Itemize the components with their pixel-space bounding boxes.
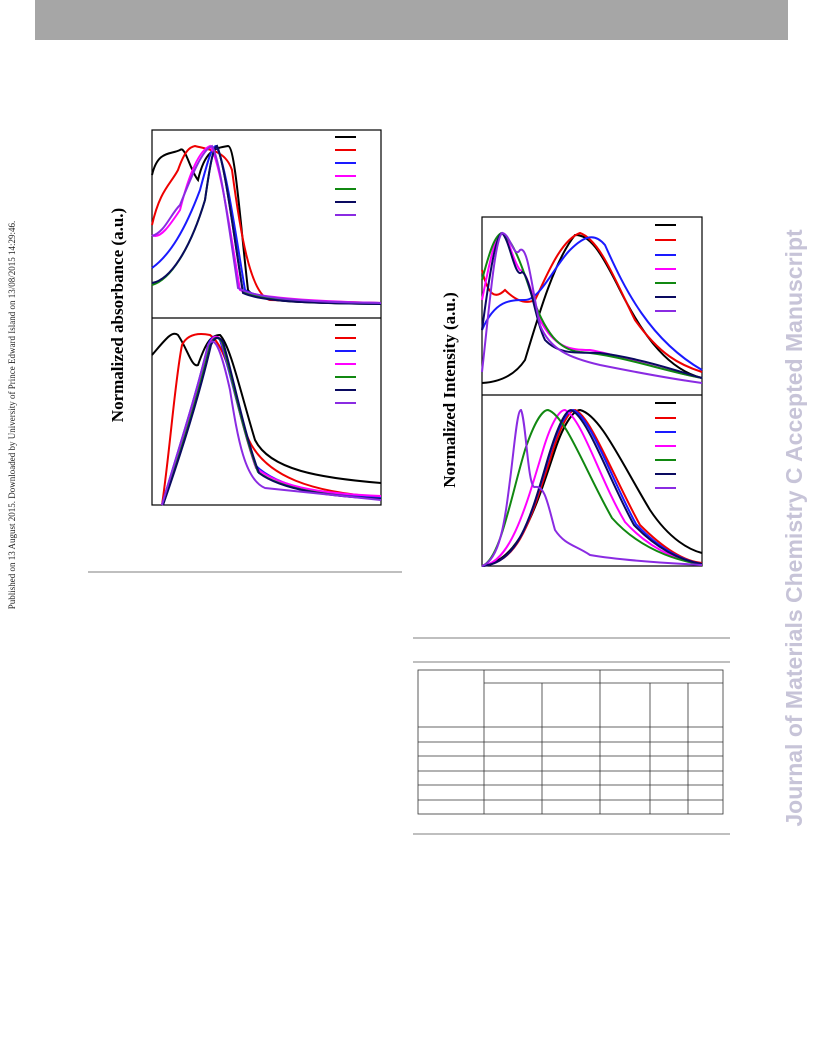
figure-absorbance: Normalized absorbance (a.u.) xyxy=(108,129,382,506)
y-label: Normalized Intensity (a.u.) xyxy=(440,292,459,487)
header-bar xyxy=(35,0,788,40)
side-note: Published on 13 August 2015. Downloaded … xyxy=(7,221,17,609)
y-label: Normalized absorbance (a.u.) xyxy=(108,208,127,422)
table xyxy=(417,669,724,815)
watermark: Journal of Materials Chemistry C Accepte… xyxy=(781,229,807,827)
figure-emission: Normalized Intensity (a.u.) xyxy=(440,216,703,567)
